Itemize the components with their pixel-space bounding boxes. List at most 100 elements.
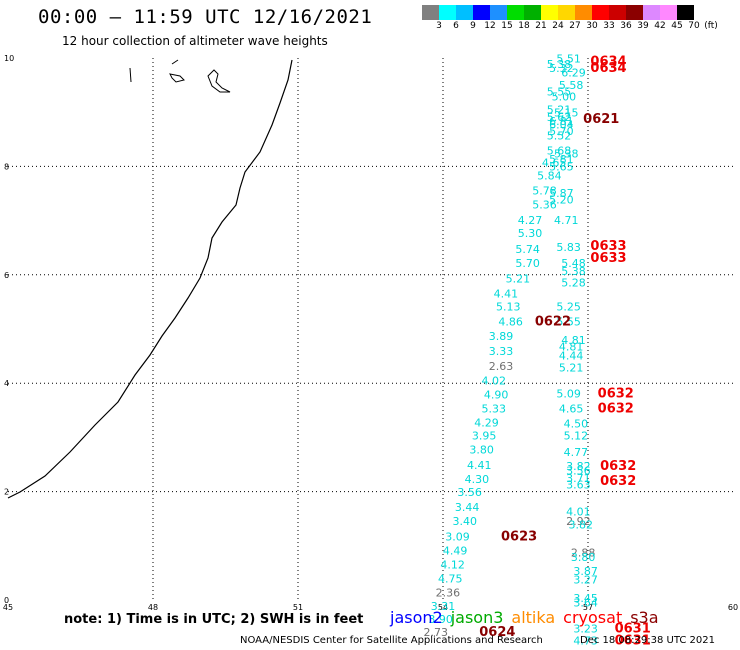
swh-value: 5.36	[532, 199, 557, 212]
swh-value: 3.71	[566, 472, 591, 485]
pass-time-label: 0632	[600, 474, 636, 489]
swh-value: 2.88	[571, 547, 596, 560]
satellite-legend-item: altika	[511, 608, 556, 627]
pass-time-label: 0632	[600, 459, 636, 474]
swh-value: 3.95	[472, 430, 497, 443]
pass-time-label: 0631	[615, 633, 651, 648]
pass-time-label: 0633	[590, 239, 626, 254]
color-legend-label: 27	[569, 21, 581, 31]
swh-value: 5.25	[556, 301, 581, 314]
swh-value: 3.27	[573, 574, 598, 587]
color-legend-label: 36	[620, 21, 632, 31]
color-swatch	[541, 5, 558, 20]
swh-value: 5.58	[559, 79, 584, 92]
coastline	[7, 59, 293, 499]
grid-lines	[8, 58, 733, 600]
satellite-legend-item: jason3	[450, 608, 504, 627]
islands	[129, 59, 231, 93]
color-legend-label: 12	[484, 21, 496, 31]
swh-value: 3.45	[573, 592, 598, 605]
color-swatch	[473, 5, 490, 20]
pass-time-label: 0633	[590, 251, 626, 266]
island-outline	[171, 59, 179, 65]
swh-value: 2.73	[424, 626, 449, 639]
swh-value: 4.81	[561, 334, 586, 347]
generation-timestamp: Dec 18 08:29:38 UTC 2021	[580, 635, 715, 646]
swh-value: 5.70	[515, 257, 540, 270]
swh-value: 4.75	[438, 573, 463, 586]
footnote: note: 1) Time is in UTC; 2) SWH is in fe…	[64, 612, 364, 627]
color-legend-label: 21	[535, 21, 547, 31]
pass-time-label: 0631	[615, 622, 651, 637]
x-tick-label: 60	[728, 603, 738, 612]
pass-time-label: 0622	[535, 315, 571, 330]
swh-value: 5.21	[559, 361, 584, 374]
color-legend-label: 39	[637, 21, 649, 31]
color-legend-label: 15	[501, 21, 513, 31]
satellite-legend-item: jason2	[390, 608, 443, 627]
swh-value: 3.90	[428, 613, 453, 626]
swh-value: 5.13	[496, 301, 521, 314]
swh-value: 4.49	[443, 544, 468, 557]
swh-value: 4.01	[566, 505, 591, 518]
swh-value: 3.56	[566, 464, 591, 477]
color-legend-label: 24	[552, 21, 564, 31]
swh-value: 5.32	[549, 62, 574, 75]
swh-value: 5.84	[537, 169, 562, 182]
swh-value: 5.52	[547, 129, 572, 142]
color-legend-label: 42	[654, 21, 666, 31]
swh-value: 5.00	[552, 90, 577, 103]
color-swatch	[490, 5, 507, 20]
swh-value: 4.65	[559, 402, 584, 415]
pass-time-label: 0624	[479, 625, 515, 640]
swh-value: 5.20	[549, 193, 574, 206]
swh-value: 5.48	[561, 257, 586, 270]
swh-value: 3.56	[457, 486, 482, 499]
swh-value: 4.27	[518, 214, 543, 227]
swh-value: 3.23	[573, 623, 598, 636]
color-legend	[422, 5, 694, 20]
color-swatch	[524, 5, 541, 20]
swh-value: 4.29	[474, 417, 499, 430]
swh-value: 3.82	[566, 460, 591, 473]
color-swatch	[592, 5, 609, 20]
page-subtitle: 12 hour collection of altimeter wave hei…	[62, 34, 328, 48]
color-swatch	[422, 5, 439, 20]
color-swatch	[558, 5, 575, 20]
island-outline	[129, 67, 132, 83]
swh-value: 4.50	[564, 418, 589, 431]
swh-value: 5.62	[547, 111, 572, 124]
swh-value: 4.41	[494, 288, 519, 301]
swh-value: 5.68	[547, 144, 572, 157]
swh-value: 5.55	[547, 85, 572, 98]
pass-time-label: 0634	[590, 55, 626, 70]
y-tick-label: 4	[4, 379, 9, 388]
swh-value: 6.29	[561, 66, 586, 79]
y-tick-label: 2	[4, 488, 9, 497]
y-tick-label: 0	[4, 596, 9, 605]
swh-value: 3.89	[489, 330, 514, 343]
swh-value: 3.33	[489, 345, 514, 358]
pass-time-label: 0632	[598, 386, 634, 401]
swh-value: 5.12	[564, 430, 589, 443]
swh-value: 5.65	[549, 161, 574, 174]
swh-value: 4.71	[554, 214, 579, 227]
swh-value: 6.81	[549, 115, 574, 128]
swh-value: 4.41	[467, 459, 492, 472]
swh-value: 6.04	[549, 118, 574, 131]
color-legend-label: 45	[671, 21, 683, 31]
swh-value: 4.90	[484, 388, 509, 401]
x-tick-label: 48	[148, 603, 158, 612]
swh-value: 5.55	[556, 316, 581, 329]
swh-value: 5.15	[554, 107, 579, 120]
color-legend-label: 6	[453, 21, 459, 31]
swh-value: 2.36	[436, 587, 461, 600]
swh-value: 3.63	[566, 478, 591, 491]
swh-value: 4.65	[542, 156, 567, 169]
color-legend-label: 33	[603, 21, 615, 31]
swh-value: 4.86	[498, 316, 523, 329]
pass-time-labels: 0634063406210633063306220632063206320632…	[479, 55, 651, 649]
color-legend-label: 70	[688, 21, 700, 31]
color-swatch	[660, 5, 677, 20]
